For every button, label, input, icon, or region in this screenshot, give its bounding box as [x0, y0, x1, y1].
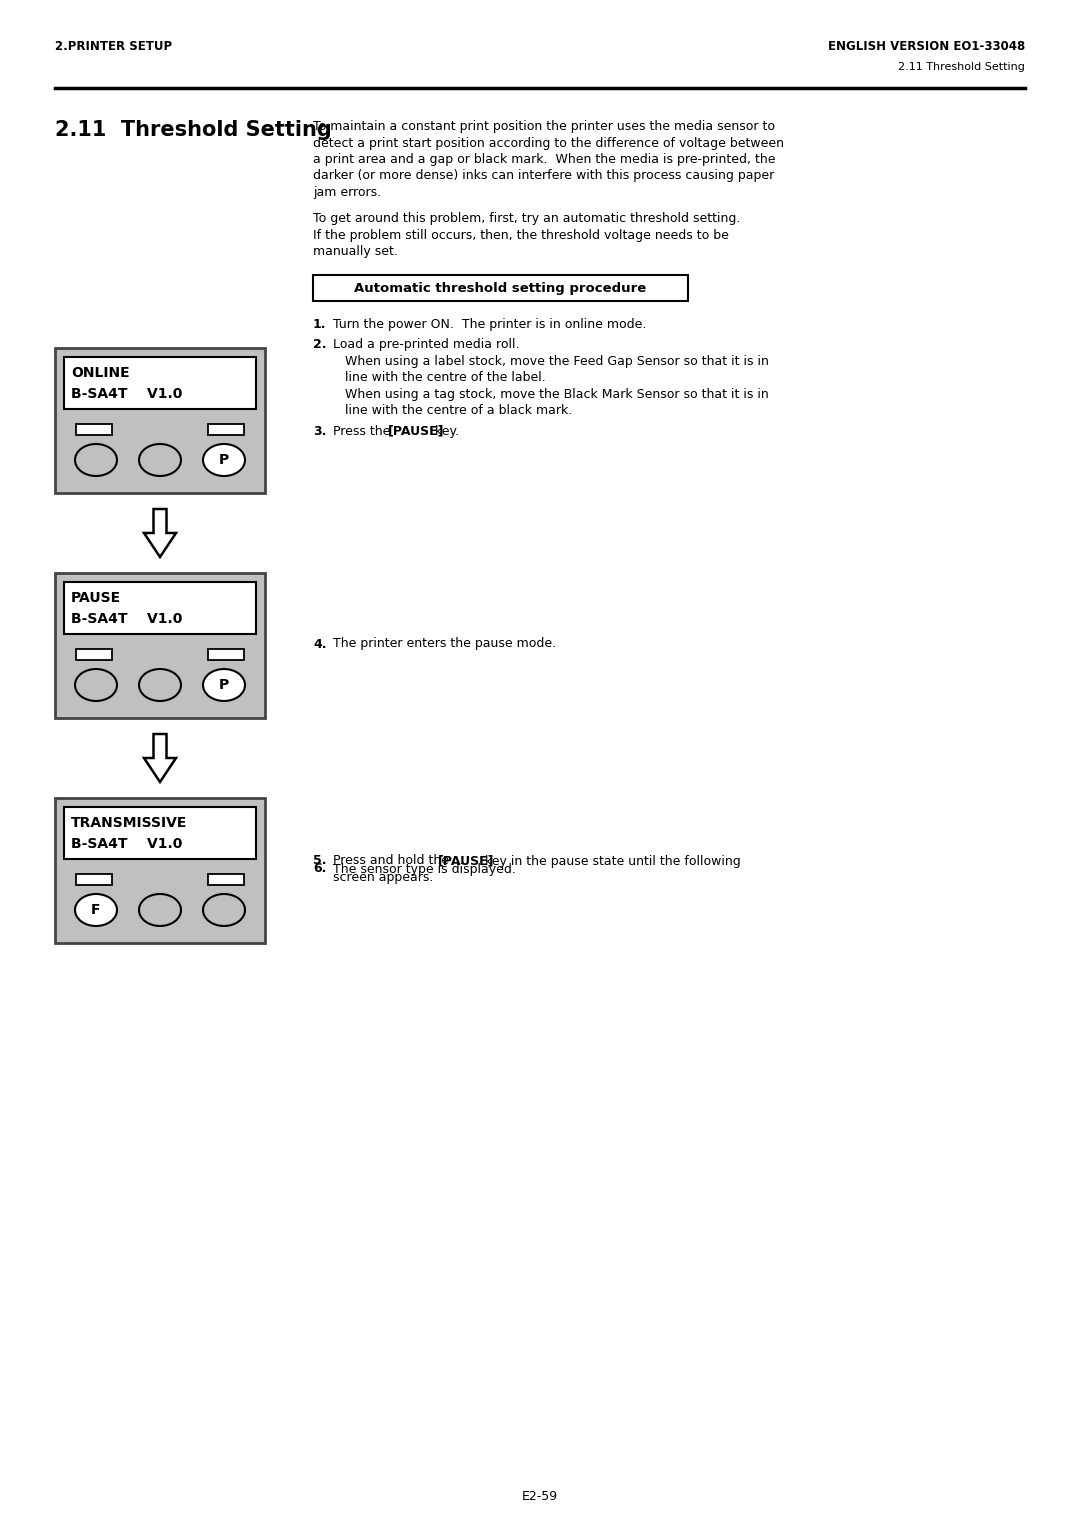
Text: [PAUSE]: [PAUSE] — [388, 425, 445, 437]
Bar — [76, 874, 112, 885]
Text: 5.: 5. — [313, 854, 326, 868]
Polygon shape — [144, 509, 176, 558]
Text: 1.: 1. — [313, 318, 326, 330]
Bar — [64, 807, 256, 859]
Text: ONLINE: ONLINE — [71, 367, 130, 380]
Text: 6.: 6. — [313, 862, 326, 876]
Text: B-SA4T    V1.0: B-SA4T V1.0 — [71, 837, 183, 851]
Bar — [313, 275, 688, 301]
Ellipse shape — [203, 894, 245, 926]
Text: 4.: 4. — [313, 637, 326, 651]
Text: The sensor type is displayed.: The sensor type is displayed. — [333, 862, 516, 876]
Text: ENGLISH VERSION EO1-33048: ENGLISH VERSION EO1-33048 — [827, 40, 1025, 53]
Text: detect a print start position according to the difference of voltage between: detect a print start position according … — [313, 136, 784, 150]
Text: When using a label stock, move the Feed Gap Sensor so that it is in: When using a label stock, move the Feed … — [345, 354, 769, 368]
Bar — [55, 348, 265, 494]
Text: 3.: 3. — [313, 425, 326, 437]
Bar — [64, 358, 256, 410]
Text: Automatic threshold setting procedure: Automatic threshold setting procedure — [354, 281, 647, 295]
Text: If the problem still occurs, then, the threshold voltage needs to be: If the problem still occurs, then, the t… — [313, 229, 729, 241]
Text: The printer enters the pause mode.: The printer enters the pause mode. — [333, 637, 556, 651]
Text: TRANSMISSIVE: TRANSMISSIVE — [71, 816, 187, 830]
Text: E2-59: E2-59 — [522, 1490, 558, 1504]
Text: screen appears.: screen appears. — [333, 871, 433, 885]
Text: To maintain a constant print position the printer uses the media sensor to: To maintain a constant print position th… — [313, 121, 775, 133]
Bar — [55, 573, 265, 718]
Bar — [208, 874, 244, 885]
Text: P: P — [219, 452, 229, 468]
Text: B-SA4T    V1.0: B-SA4T V1.0 — [71, 387, 183, 400]
Text: P: P — [219, 678, 229, 692]
Bar — [55, 798, 265, 943]
Text: line with the centre of the label.: line with the centre of the label. — [345, 371, 545, 384]
Ellipse shape — [139, 894, 181, 926]
Text: Load a pre-printed media roll.: Load a pre-printed media roll. — [333, 338, 519, 351]
Text: manually set.: manually set. — [313, 246, 397, 258]
Bar — [76, 649, 112, 660]
Bar — [208, 423, 244, 435]
Text: 2.11 Threshold Setting: 2.11 Threshold Setting — [899, 63, 1025, 72]
Bar — [208, 649, 244, 660]
Text: key in the pause state until the following: key in the pause state until the followi… — [481, 854, 741, 868]
Polygon shape — [144, 733, 176, 782]
Bar — [76, 423, 112, 435]
Text: Turn the power ON.  The printer is in online mode.: Turn the power ON. The printer is in onl… — [333, 318, 646, 330]
Text: 2.11  Threshold Setting: 2.11 Threshold Setting — [55, 121, 332, 141]
Text: key.: key. — [431, 425, 459, 437]
Text: line with the centre of a black mark.: line with the centre of a black mark. — [345, 403, 572, 417]
Text: darker (or more dense) inks can interfere with this process causing paper: darker (or more dense) inks can interfer… — [313, 170, 774, 182]
Ellipse shape — [203, 445, 245, 477]
Text: Press and hold the: Press and hold the — [333, 854, 453, 868]
Bar — [64, 582, 256, 634]
Text: [PAUSE]: [PAUSE] — [437, 854, 494, 868]
Text: Press the: Press the — [333, 425, 394, 437]
Text: B-SA4T    V1.0: B-SA4T V1.0 — [71, 613, 183, 626]
Text: a print area and a gap or black mark.  When the media is pre-printed, the: a print area and a gap or black mark. Wh… — [313, 153, 775, 167]
Ellipse shape — [139, 445, 181, 477]
Text: PAUSE: PAUSE — [71, 591, 121, 605]
Text: 2.PRINTER SETUP: 2.PRINTER SETUP — [55, 40, 172, 53]
Ellipse shape — [139, 669, 181, 701]
Ellipse shape — [203, 669, 245, 701]
Text: F: F — [91, 903, 100, 917]
Text: jam errors.: jam errors. — [313, 186, 381, 199]
Text: When using a tag stock, move the Black Mark Sensor so that it is in: When using a tag stock, move the Black M… — [345, 388, 769, 400]
Text: 2.: 2. — [313, 338, 326, 351]
Text: To get around this problem, first, try an automatic threshold setting.: To get around this problem, first, try a… — [313, 212, 741, 226]
Ellipse shape — [75, 894, 117, 926]
Ellipse shape — [75, 669, 117, 701]
Ellipse shape — [75, 445, 117, 477]
